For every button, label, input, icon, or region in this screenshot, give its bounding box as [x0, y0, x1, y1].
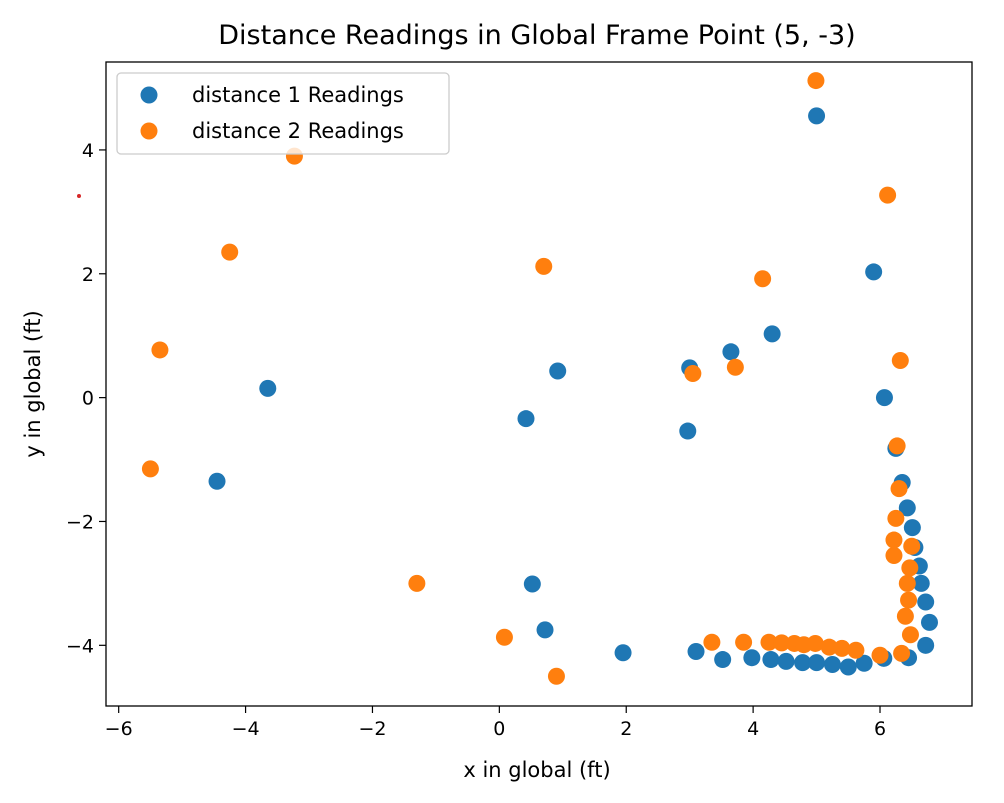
- scatter-point: [754, 270, 772, 288]
- x-tick-label: 0: [493, 718, 505, 740]
- legend-label-series-2: distance 2 Readings: [192, 119, 404, 143]
- scatter-point: [735, 633, 753, 651]
- scatter-point: [808, 107, 826, 125]
- scatter-point: [679, 422, 697, 440]
- stray-red-dot: [77, 194, 81, 198]
- legend: distance 1 Readings distance 2 Readings: [116, 72, 450, 155]
- scatter-point: [208, 472, 226, 490]
- scatter-point: [687, 643, 705, 661]
- scatter-point: [743, 649, 761, 667]
- scatter-point: [684, 364, 702, 382]
- legend-marker-series-1: [140, 86, 158, 104]
- scatter-point: [536, 621, 554, 639]
- scatter-point: [855, 654, 873, 672]
- scatter-point: [807, 72, 825, 90]
- scatter-point: [920, 613, 938, 631]
- scatter-point: [898, 574, 916, 592]
- scatter-point: [714, 651, 732, 669]
- y-tick-label: 2: [82, 264, 94, 286]
- scatter-point: [871, 646, 889, 664]
- scatter-point: [806, 634, 824, 652]
- y-tick-label: 0: [82, 388, 94, 410]
- scatter-point: [890, 480, 908, 498]
- scatter-point: [614, 644, 632, 662]
- scatter-point: [760, 633, 778, 651]
- data-points: [141, 72, 938, 685]
- scatter-point: [726, 358, 744, 376]
- legend-box: [116, 72, 450, 155]
- scatter-point: [141, 460, 159, 478]
- x-axis-label: x in global (ft): [463, 758, 610, 782]
- scatter-point: [875, 389, 893, 407]
- scatter-point: [259, 379, 277, 397]
- x-tick-label: 6: [874, 718, 886, 740]
- scatter-point: [896, 607, 914, 625]
- scatter-point: [898, 499, 916, 517]
- scatter-point: [823, 656, 841, 674]
- scatter-point: [763, 325, 781, 343]
- scatter-point: [722, 343, 740, 361]
- scatter-point: [833, 639, 851, 657]
- x-tick-label: −4: [232, 718, 260, 740]
- scatter-point: [549, 362, 567, 380]
- scatter-point: [762, 651, 780, 669]
- scatter-point: [885, 547, 903, 565]
- scatter-point: [887, 509, 905, 527]
- scatter-point: [547, 667, 565, 685]
- scatter-point: [517, 410, 535, 428]
- scatter-point: [408, 574, 426, 592]
- scatter-point: [523, 575, 541, 593]
- scatter-point: [847, 641, 865, 659]
- legend-label-series-1: distance 1 Readings: [192, 83, 404, 107]
- scatter-point: [917, 593, 935, 611]
- scatter-point: [865, 263, 883, 281]
- scatter-point: [839, 658, 857, 676]
- series-1: [208, 107, 938, 676]
- scatter-point: [794, 654, 812, 672]
- x-tick-label: 4: [747, 718, 759, 740]
- x-tick-label: −6: [105, 718, 133, 740]
- scatter-point: [893, 644, 911, 662]
- scatter-point: [912, 574, 930, 592]
- scatter-point: [879, 186, 897, 204]
- x-tick-label: 2: [620, 718, 632, 740]
- y-tick-label: −2: [66, 511, 94, 533]
- scatter-point: [151, 341, 169, 359]
- scatter-point: [495, 628, 513, 646]
- scatter-point: [820, 638, 838, 656]
- axis-ticks: −6 −4 −2 0 2 4 6 −4 −2 0 2 4: [66, 140, 886, 740]
- x-tick-label: −2: [358, 718, 386, 740]
- scatter-point: [901, 626, 919, 644]
- scatter-point: [901, 559, 919, 577]
- scatter-point: [900, 591, 918, 609]
- y-axis-label: y in global (ft): [21, 310, 45, 457]
- scatter-point: [808, 654, 826, 672]
- scatter-point: [535, 257, 553, 275]
- scatter-point: [903, 537, 921, 555]
- scatter-point: [888, 437, 906, 455]
- scatter-point: [777, 652, 795, 670]
- scatter-point: [221, 243, 239, 261]
- plot-frame: [105, 61, 973, 707]
- legend-marker-series-2: [140, 122, 158, 140]
- scatter-point: [773, 634, 791, 652]
- y-tick-label: 4: [82, 140, 94, 162]
- scatter-point: [903, 519, 921, 537]
- scatter-point: [891, 351, 909, 369]
- series-2: [141, 72, 921, 685]
- scatter-point: [885, 531, 903, 549]
- y-tick-label: −4: [66, 635, 94, 657]
- chart-title: Distance Readings in Global Frame Point …: [218, 20, 855, 51]
- scatter-point: [703, 633, 721, 651]
- scatter-point: [917, 636, 935, 654]
